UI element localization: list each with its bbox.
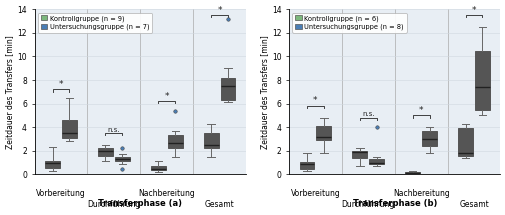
Legend: Kontrollgruppe (n = 6), Untersuchungsgruppe (n = 8): Kontrollgruppe (n = 6), Untersuchungsgru…	[292, 12, 406, 32]
Text: Nachbereitung: Nachbereitung	[138, 189, 195, 198]
PathPatch shape	[168, 135, 182, 149]
PathPatch shape	[405, 172, 419, 174]
PathPatch shape	[299, 162, 314, 169]
Text: Nachbereitung: Nachbereitung	[392, 189, 448, 198]
PathPatch shape	[45, 161, 60, 168]
Text: *: *	[217, 6, 221, 15]
Text: n.s.: n.s.	[108, 127, 120, 132]
PathPatch shape	[474, 51, 489, 109]
Text: Vorbereitung: Vorbereitung	[290, 189, 340, 198]
Text: *: *	[471, 6, 475, 15]
PathPatch shape	[150, 166, 165, 170]
Text: Gesamt: Gesamt	[205, 200, 234, 209]
PathPatch shape	[115, 157, 129, 161]
PathPatch shape	[351, 151, 367, 158]
PathPatch shape	[316, 126, 331, 140]
PathPatch shape	[204, 133, 218, 149]
PathPatch shape	[457, 128, 472, 155]
PathPatch shape	[369, 159, 383, 164]
Text: Vorbereitung: Vorbereitung	[36, 189, 86, 198]
X-axis label: Transferphase (a): Transferphase (a)	[98, 199, 182, 208]
Text: Durchführung: Durchführung	[341, 200, 394, 209]
Legend: Kontrollgruppe (n = 9), Untersuchungsgruppe (n = 7): Kontrollgruppe (n = 9), Untersuchungsgru…	[38, 12, 152, 32]
PathPatch shape	[421, 131, 436, 146]
X-axis label: Transferphase (b): Transferphase (b)	[352, 199, 436, 208]
Text: n.s.: n.s.	[361, 111, 374, 117]
Text: *: *	[59, 80, 63, 89]
Y-axis label: Zeitdauer des Transfers [min]: Zeitdauer des Transfers [min]	[260, 35, 269, 149]
Text: *: *	[313, 96, 317, 105]
Text: Gesamt: Gesamt	[458, 200, 488, 209]
Text: *: *	[164, 92, 169, 101]
PathPatch shape	[98, 149, 113, 155]
Text: Durchführung: Durchführung	[87, 200, 140, 209]
PathPatch shape	[62, 120, 77, 138]
Text: *: *	[418, 106, 423, 115]
PathPatch shape	[220, 78, 235, 100]
Y-axis label: Zeitdauer des Transfers [min]: Zeitdauer des Transfers [min]	[6, 35, 15, 149]
